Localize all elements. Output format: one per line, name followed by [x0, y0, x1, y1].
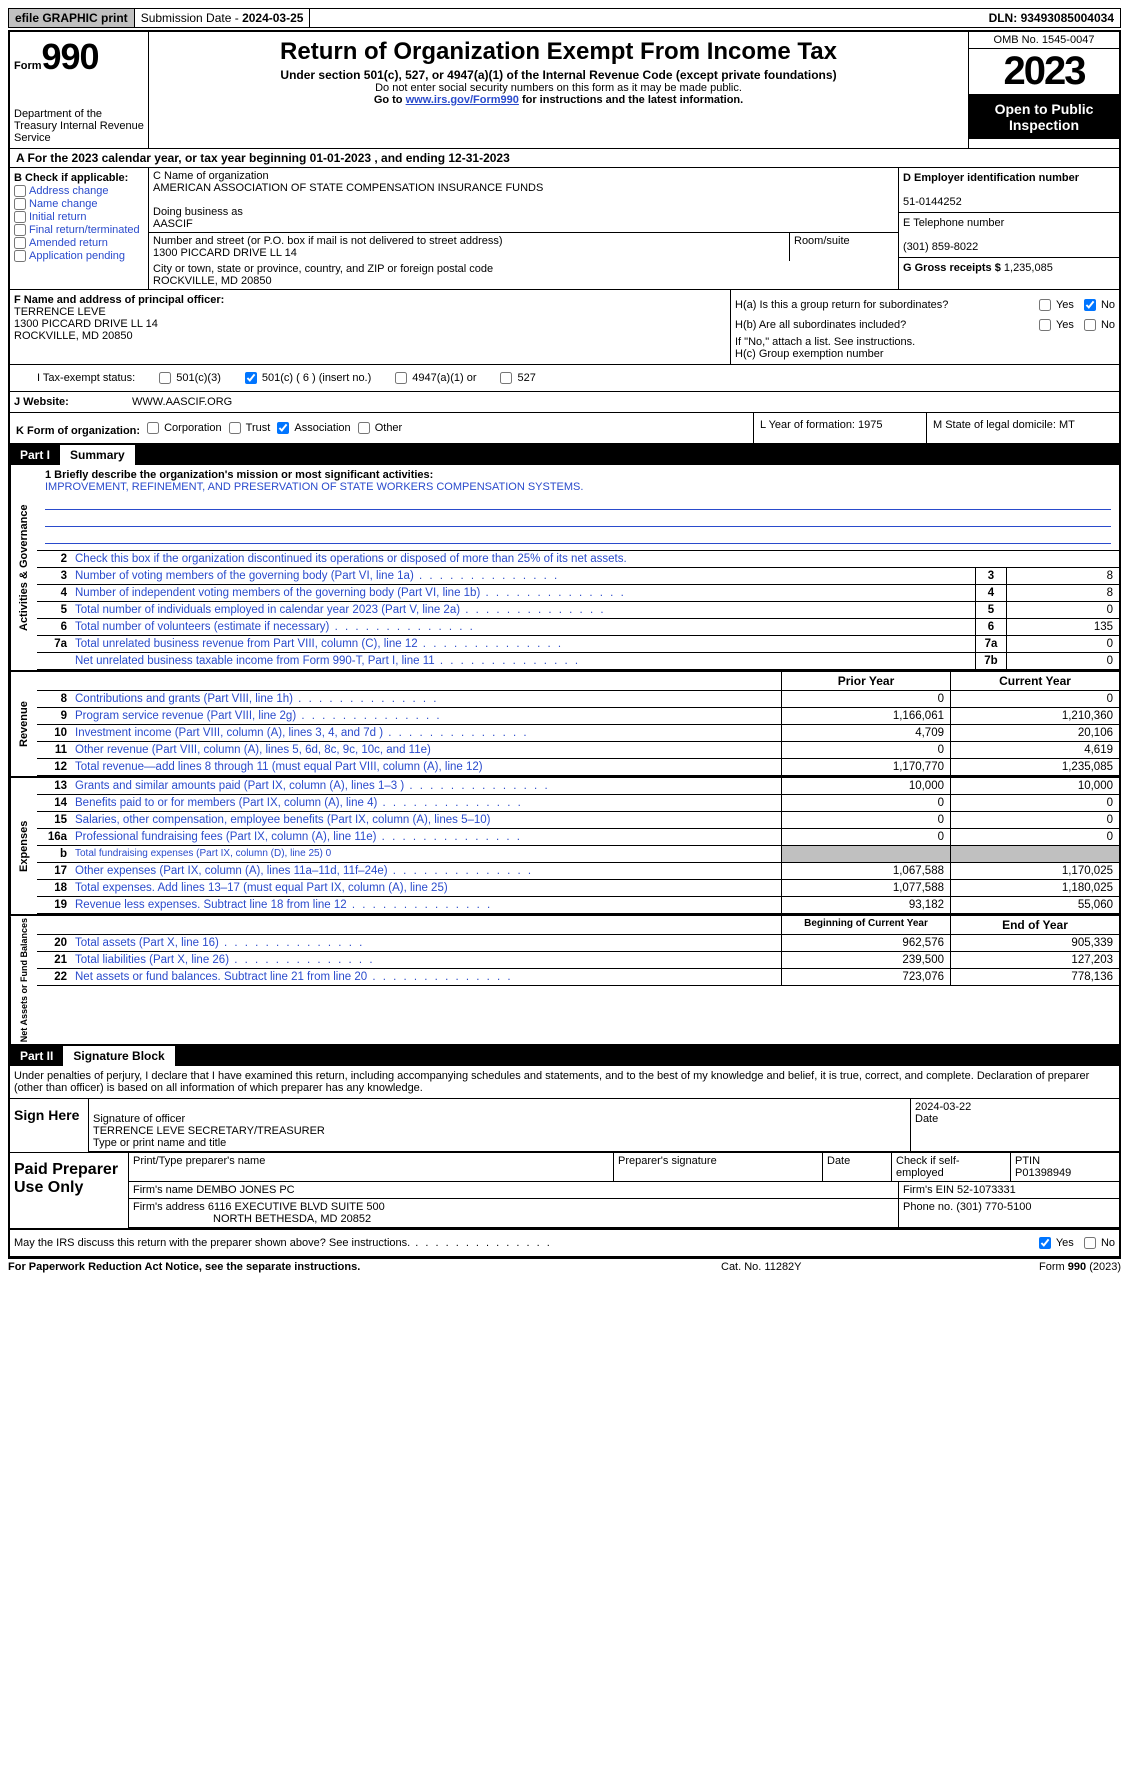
hb-yes[interactable]: Yes: [1035, 316, 1074, 334]
perjury-note: Under penalties of perjury, I declare th…: [10, 1066, 1119, 1099]
year-formation: L Year of formation: 1975: [753, 413, 926, 443]
firm-ein: 52-1073331: [957, 1184, 1016, 1196]
form-of-org: K Form of organization: Corporation Trus…: [10, 413, 753, 443]
side-revenue: Revenue: [10, 672, 37, 776]
line6-val: 135: [1006, 619, 1119, 635]
ein: 51-0144252: [903, 196, 962, 208]
subtitle: Under section 501(c), 527, or 4947(a)(1)…: [153, 68, 964, 82]
k-corp[interactable]: Corporation: [143, 419, 221, 437]
side-expenses: Expenses: [10, 778, 37, 914]
dept-label: Department of the Treasury Internal Reve…: [14, 108, 144, 144]
discuss-yes[interactable]: Yes: [1035, 1234, 1074, 1252]
line5-val: 0: [1006, 602, 1119, 618]
line7a-val: 0: [1006, 636, 1119, 652]
tax-year: 2023: [969, 49, 1119, 95]
form-title: Return of Organization Exempt From Incom…: [153, 38, 964, 66]
link-note: Go to www.irs.gov/Form990 for instructio…: [153, 94, 964, 106]
ssn-note: Do not enter social security numbers on …: [153, 82, 964, 94]
chk-address-change[interactable]: Address change: [14, 185, 144, 197]
box-b: B Check if applicable: Address change Na…: [10, 168, 149, 289]
phone: (301) 859-8022: [903, 241, 978, 253]
discuss-no[interactable]: No: [1080, 1234, 1115, 1252]
line4-val: 8: [1006, 585, 1119, 601]
part2-header: Part IISignature Block: [10, 1046, 1119, 1066]
form-990-page: Form990 Department of the Treasury Inter…: [8, 30, 1121, 1259]
website-url: WWW.AASCIF.ORG: [128, 392, 1119, 412]
box-d-e-g: D Employer identification number51-01442…: [899, 168, 1119, 289]
omb-number: OMB No. 1545-0047: [969, 32, 1119, 49]
line3-val: 8: [1006, 568, 1119, 584]
box-c: C Name of organization AMERICAN ASSOCIAT…: [149, 168, 899, 289]
row-a-tax-year: A For the 2023 calendar year, or tax yea…: [10, 149, 1119, 168]
side-governance: Activities & Governance: [10, 465, 37, 670]
paid-preparer-block: Paid Preparer Use Only Print/Type prepar…: [10, 1153, 1119, 1230]
box-h: H(a) Is this a group return for subordin…: [731, 290, 1119, 364]
part1-header: Part ISummary: [10, 445, 1119, 465]
top-bar: efile GRAPHIC print Submission Date - 20…: [8, 8, 1121, 28]
ptin: P01398949: [1015, 1167, 1071, 1179]
line7b-val: 0: [1006, 653, 1119, 669]
gross-receipts: 1,235,085: [1004, 262, 1053, 274]
street-address: 1300 PICCARD DRIVE LL 14: [153, 247, 297, 259]
mission-block: 1 Briefly describe the organization's mi…: [37, 465, 1119, 551]
ha-no[interactable]: No: [1080, 296, 1115, 314]
website-label: J Website:: [10, 392, 128, 412]
chk-initial-return[interactable]: Initial return: [14, 211, 144, 223]
sign-here-block: Sign Here Signature of officerTERRENCE L…: [10, 1099, 1119, 1153]
4947a1[interactable]: 4947(a)(1) or: [391, 369, 476, 387]
hb-no[interactable]: No: [1080, 316, 1115, 334]
room-suite: Room/suite: [790, 233, 898, 261]
k-other[interactable]: Other: [354, 419, 403, 437]
irs-link[interactable]: www.irs.gov/Form990: [406, 94, 519, 106]
527[interactable]: 527: [496, 369, 535, 387]
box-f: F Name and address of principal officer:…: [10, 290, 731, 364]
ha-yes[interactable]: Yes: [1035, 296, 1074, 314]
tax-exempt-status: I Tax-exempt status: 501(c)(3) 501(c) ( …: [33, 365, 1119, 391]
chk-name-change[interactable]: Name change: [14, 198, 144, 210]
chk-amended[interactable]: Amended return: [14, 237, 144, 249]
efile-print-button[interactable]: efile GRAPHIC print: [9, 9, 135, 27]
firm-name: DEMBO JONES PC: [196, 1184, 294, 1196]
side-net-assets: Net Assets or Fund Balances: [10, 916, 37, 1044]
dba-name: AASCIF: [153, 218, 193, 230]
city-state-zip: ROCKVILLE, MD 20850: [153, 275, 272, 287]
chk-final-return[interactable]: Final return/terminated: [14, 224, 144, 236]
form-header: Form990 Department of the Treasury Inter…: [10, 32, 1119, 149]
page-footer: For Paperwork Reduction Act Notice, see …: [8, 1259, 1121, 1275]
sign-date: 2024-03-22: [915, 1101, 971, 1113]
open-inspection: Open to Public Inspection: [969, 95, 1119, 139]
dln: DLN: 93493085004034: [983, 9, 1120, 27]
state-domicile: M State of legal domicile: MT: [926, 413, 1119, 443]
k-assoc[interactable]: Association: [273, 419, 350, 437]
org-name: AMERICAN ASSOCIATION OF STATE COMPENSATI…: [153, 182, 543, 194]
k-trust[interactable]: Trust: [225, 419, 271, 437]
discuss-row: May the IRS discuss this return with the…: [10, 1230, 1119, 1257]
chk-app-pending[interactable]: Application pending: [14, 250, 144, 262]
firm-phone: (301) 770-5100: [956, 1201, 1031, 1213]
501c[interactable]: 501(c) ( 6 ) (insert no.): [241, 369, 371, 387]
501c3[interactable]: 501(c)(3): [155, 369, 221, 387]
officer-name: TERRENCE LEVE SECRETARY/TREASURER: [93, 1125, 325, 1137]
submission-date: Submission Date - 2024-03-25: [135, 9, 311, 27]
